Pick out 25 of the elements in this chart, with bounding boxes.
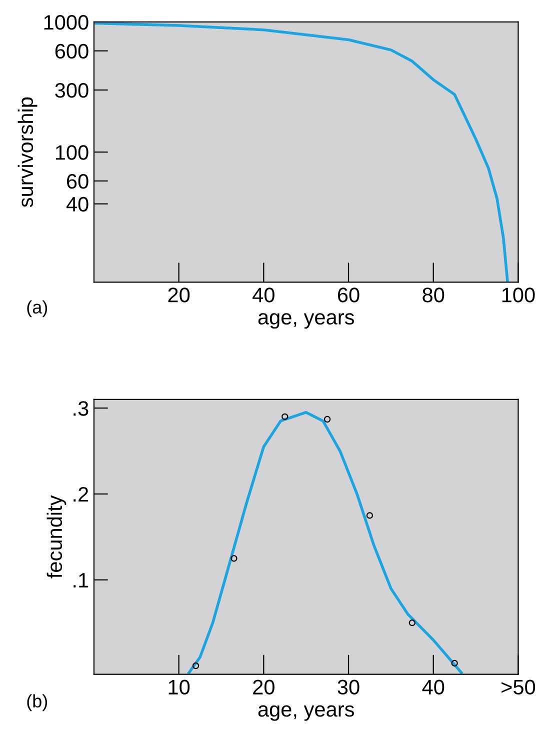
y-tick-label: 100 bbox=[56, 145, 88, 160]
y-tick-label: 40 bbox=[66, 196, 88, 212]
x-tick-label: 80 bbox=[422, 288, 444, 302]
x-axis-title: age, years bbox=[258, 313, 354, 329]
y-tick-label: .2 bbox=[74, 486, 88, 502]
x-tick-label: 40 bbox=[252, 288, 274, 302]
x-tick-label: 60 bbox=[338, 288, 360, 302]
text: (a) bbox=[27, 300, 48, 318]
y-tick-label: 1000 bbox=[44, 14, 88, 30]
y-tick-label: 600 bbox=[55, 44, 88, 59]
x-tick-label: 10 bbox=[168, 680, 190, 695]
x-tick-label: >50 bbox=[502, 680, 536, 695]
x-tick-label: 100 bbox=[502, 288, 535, 302]
x-tick-label: 40 bbox=[422, 680, 444, 695]
x-axis-title: age, years bbox=[258, 705, 354, 721]
x-tick-label: 30 bbox=[338, 680, 360, 695]
y-tick-label: 60 bbox=[67, 174, 88, 189]
x-tick-label: 20 bbox=[253, 680, 274, 695]
text: (b) bbox=[27, 694, 48, 712]
y-tick-label: 300 bbox=[55, 83, 88, 98]
y-tick-label: .3 bbox=[74, 401, 88, 416]
y-axis-title: fecundity bbox=[46, 495, 66, 578]
y-axis-title: survivorship bbox=[18, 97, 38, 208]
y-tick-label: .1 bbox=[74, 573, 88, 588]
x-tick-label: 20 bbox=[168, 288, 190, 302]
